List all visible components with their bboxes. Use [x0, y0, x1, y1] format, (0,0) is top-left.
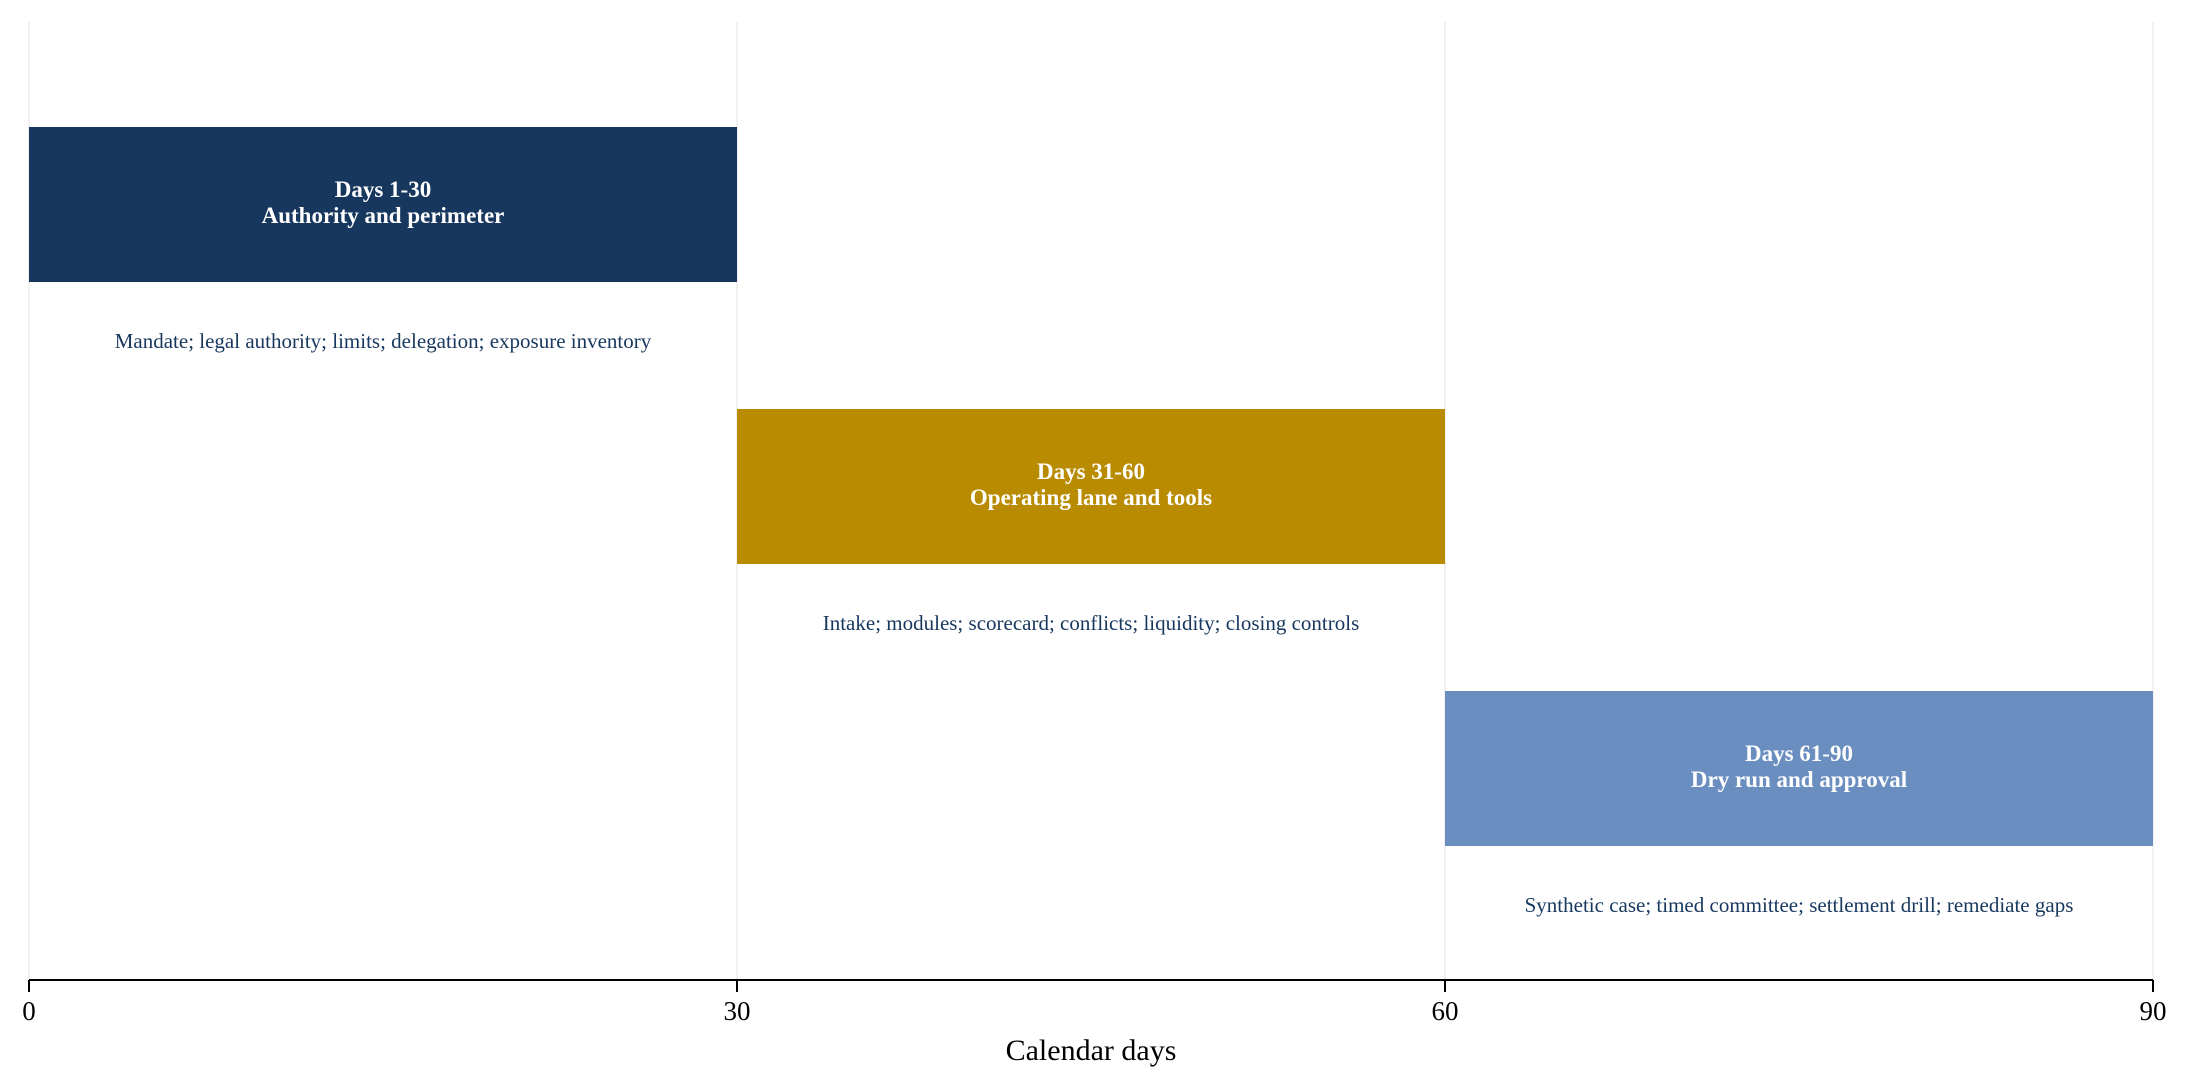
phase-note: Mandate; legal authority; limits; delega…	[115, 329, 652, 353]
x-axis: 0 30 60 90	[22, 979, 2167, 1026]
phase-bar	[29, 127, 737, 282]
phase-note: Intake; modules; scorecard; conflicts; l…	[823, 611, 1360, 635]
x-tick-label: 60	[1432, 996, 1459, 1026]
x-tick-label: 30	[724, 996, 751, 1026]
phase-label-name: Dry run and approval	[1691, 767, 1907, 792]
phase-label-days: Days 31-60	[1037, 459, 1145, 484]
phase-label-days: Days 1-30	[335, 177, 431, 202]
x-axis-title: Calendar days	[1006, 1034, 1177, 1067]
phase-label-name: Authority and perimeter	[262, 203, 505, 228]
phase-label-days: Days 61-90	[1745, 741, 1853, 766]
x-tick-label: 0	[22, 996, 36, 1026]
phase-label-name: Operating lane and tools	[970, 485, 1212, 510]
phase-bar	[1445, 691, 2153, 846]
x-tick-label: 90	[2140, 996, 2167, 1026]
phase-bar	[737, 409, 1445, 564]
phase-note: Synthetic case; timed committee; settlem…	[1525, 893, 2074, 917]
